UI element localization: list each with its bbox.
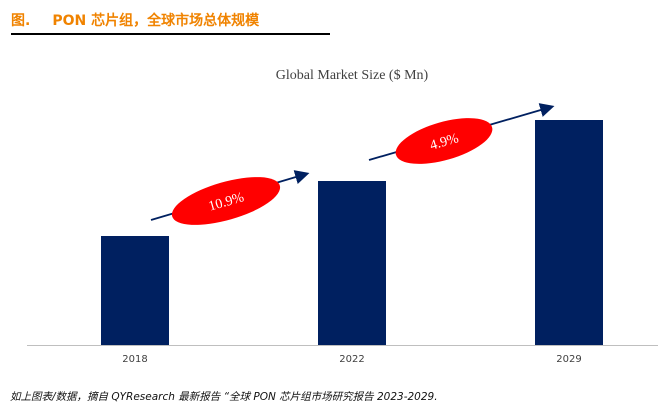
header-rule xyxy=(11,33,330,35)
chart-title: Global Market Size ($ Mn) xyxy=(276,68,429,83)
x-tick-label: 2018 xyxy=(122,354,147,365)
x-tick-label: 2022 xyxy=(339,354,364,365)
figure-label: 图. xyxy=(11,13,31,29)
cagr-ellipse-2 xyxy=(395,118,493,164)
cagr-ellipse-1 xyxy=(171,177,281,225)
source-note: 如上图表/数据，摘自 QYResearch 最新报告 “全球 PON 芯片组市场… xyxy=(10,391,438,403)
bar-2029 xyxy=(535,120,603,345)
figure-header: 图. PON 芯片组，全球市场总体规模 xyxy=(11,10,259,30)
x-tick-label: 2029 xyxy=(556,354,581,365)
figure-title: PON 芯片组，全球市场总体规模 xyxy=(52,13,260,29)
bar-2022 xyxy=(318,181,386,345)
bar-2018 xyxy=(101,236,169,345)
